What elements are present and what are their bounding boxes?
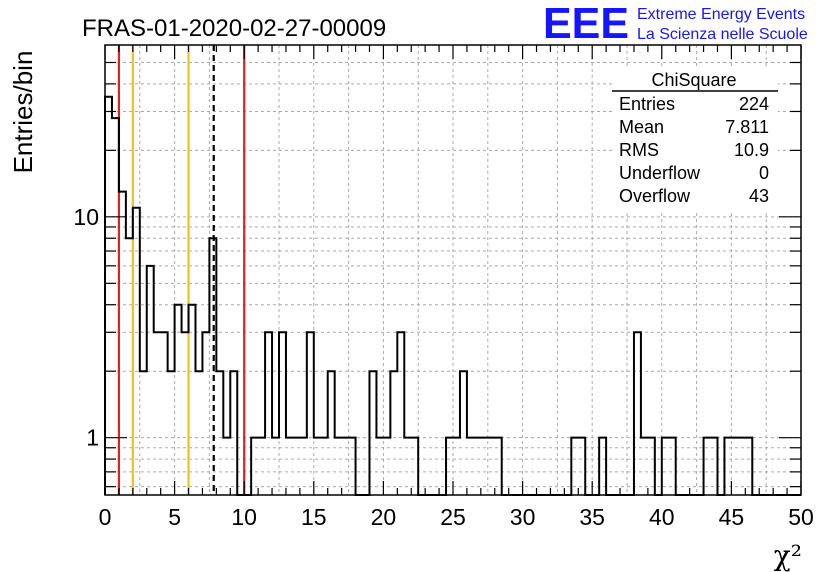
stats-label: Underflow xyxy=(619,163,701,183)
logo-mark: EEE xyxy=(543,0,629,48)
x-tick-label: 0 xyxy=(99,504,112,530)
stats-value: 224 xyxy=(739,94,769,114)
x-tick-label: 15 xyxy=(301,504,327,530)
x-tick-label: 40 xyxy=(649,504,675,530)
stats-name: ChiSquare xyxy=(651,70,736,90)
x-axis-ticks: 0 5 10 15 20 25 30 35 40 45 50 xyxy=(99,45,814,530)
stats-value: 7.811 xyxy=(725,117,769,137)
y-axis-ticks: 1 10 xyxy=(73,61,801,488)
stats-rows: Entries 224 Mean 7.811 RMS 10.9 Underflow 0 Over… xyxy=(619,94,769,206)
x-tick-label: 45 xyxy=(719,504,745,530)
x-tick-label: 35 xyxy=(579,504,605,530)
grid xyxy=(105,45,801,495)
logo-line1: Extreme Energy Events xyxy=(637,6,805,23)
stats-label: RMS xyxy=(619,140,659,160)
x-axis-label: χ² xyxy=(774,539,802,572)
y-tick-label: 10 xyxy=(73,204,99,230)
x-tick-label: 50 xyxy=(788,504,814,530)
histogram-outline xyxy=(104,95,801,496)
stats-box: ChiSquare Entries 224 Mean 7.811 RMS 10.9 Unde… xyxy=(612,66,778,210)
chart-title: FRAS-01-2020-02-27-00009 xyxy=(82,15,386,42)
stats-value: 43 xyxy=(749,186,769,206)
logo-line2: La Scienza nelle Scuole xyxy=(637,26,808,43)
stats-value: 10.9 xyxy=(734,140,769,160)
x-tick-label: 10 xyxy=(231,504,257,530)
y-tick-label: 1 xyxy=(86,425,99,451)
x-tick-label: 25 xyxy=(440,504,466,530)
x-tick-label: 30 xyxy=(510,504,536,530)
y-axis-label: Entries/bin xyxy=(8,51,38,174)
stats-label: Entries xyxy=(619,94,675,114)
x-tick-label: 20 xyxy=(371,504,397,530)
x-tick-label: 5 xyxy=(168,504,181,530)
vertical-lines xyxy=(117,45,246,495)
stats-label: Mean xyxy=(619,117,664,137)
stats-value: 0 xyxy=(759,163,769,183)
stats-label: Overflow xyxy=(619,186,691,206)
